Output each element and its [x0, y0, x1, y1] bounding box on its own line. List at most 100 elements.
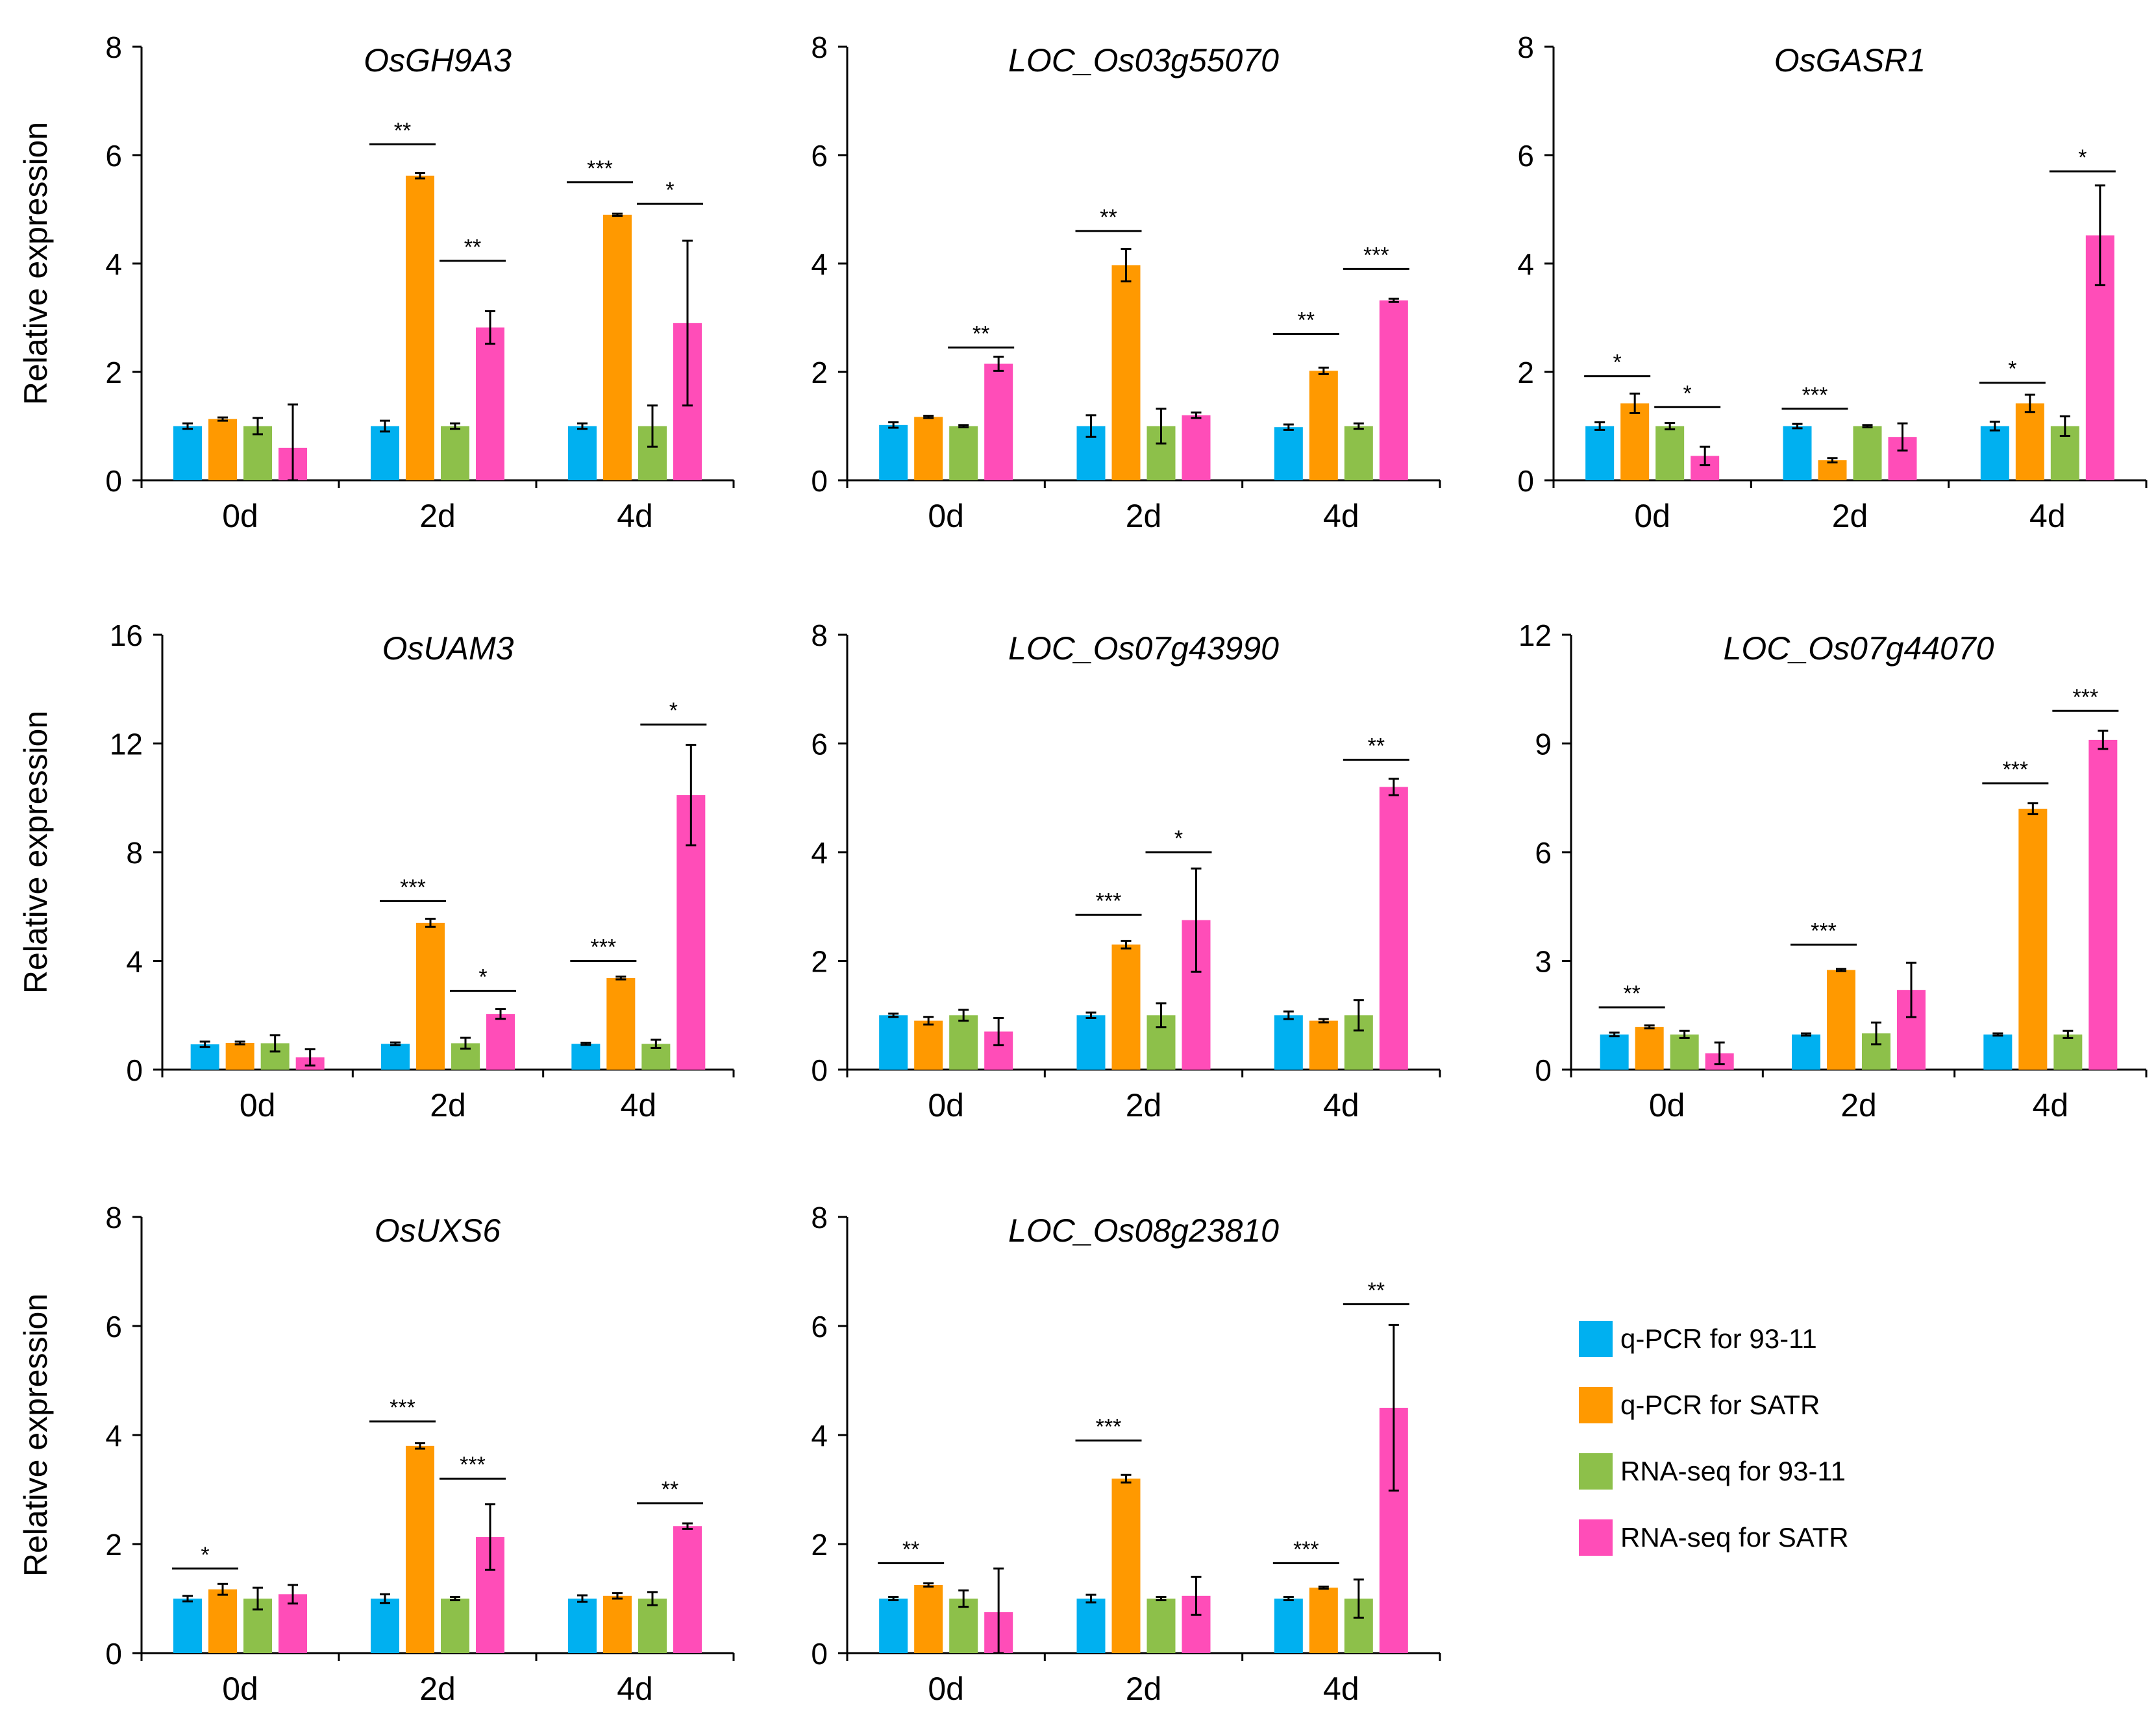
- significance-label: *: [1174, 826, 1183, 851]
- y-tick-label: 0: [126, 1053, 143, 1087]
- bar: [381, 1044, 410, 1070]
- bar: [606, 977, 636, 1070]
- significance-label: **: [1623, 981, 1640, 1006]
- y-axis-label: Relative expression: [18, 711, 54, 994]
- y-tick-label: 8: [811, 619, 828, 652]
- y-tick-label: 0: [811, 1637, 828, 1671]
- significance-label: ***: [587, 156, 613, 181]
- y-tick-label: 8: [105, 1201, 122, 1234]
- x-category-label: 2d: [1126, 1671, 1162, 1707]
- chart-title: OsGH9A3: [364, 42, 512, 79]
- bar: [949, 1015, 978, 1070]
- x-category-label: 2d: [430, 1087, 466, 1123]
- bar: [879, 1599, 908, 1653]
- bar: [568, 1599, 597, 1653]
- significance-label: **: [1100, 205, 1117, 230]
- x-category-label: 4d: [2033, 1087, 2069, 1123]
- x-category-label: 4d: [2029, 498, 2066, 534]
- bar: [1309, 371, 1338, 480]
- bar: [2015, 403, 2044, 480]
- chart-title: LOC_Os07g43990: [1008, 630, 1279, 667]
- significance-label: ***: [1811, 918, 1837, 943]
- y-tick-label: 8: [811, 1201, 828, 1234]
- legend-label: q-PCR for SATR: [1620, 1390, 1820, 1420]
- significance-label: ***: [390, 1395, 415, 1420]
- y-tick-label: 0: [811, 464, 828, 498]
- y-tick-label: 4: [105, 1419, 122, 1453]
- bar: [1818, 460, 1847, 480]
- x-category-label: 4d: [1323, 1087, 1359, 1123]
- x-category-label: 0d: [928, 1087, 964, 1123]
- x-category-label: 4d: [621, 1087, 657, 1123]
- significance-label: ***: [1096, 1414, 1122, 1439]
- y-tick-label: 6: [811, 139, 828, 173]
- bar: [1655, 426, 1685, 480]
- significance-label: *: [2078, 145, 2087, 170]
- bar: [914, 1020, 943, 1070]
- significance-label: *: [1683, 381, 1692, 406]
- y-tick-label: 4: [1517, 247, 1534, 281]
- bar: [1111, 1479, 1141, 1653]
- legend-swatch: [1579, 1387, 1613, 1423]
- bar: [1980, 426, 2009, 480]
- bar: [1620, 403, 1650, 480]
- y-tick-label: 4: [126, 945, 143, 979]
- y-tick-label: 12: [1518, 619, 1552, 652]
- significance-label: **: [1368, 1278, 1385, 1303]
- bar: [208, 419, 237, 480]
- bar: [2088, 739, 2118, 1070]
- y-tick-label: 9: [1535, 728, 1552, 761]
- significance-label: **: [1298, 308, 1315, 333]
- chart-title: LOC_Os03g55070: [1008, 42, 1279, 79]
- bar: [1344, 426, 1373, 480]
- x-category-label: 2d: [1126, 498, 1162, 534]
- x-category-label: 0d: [222, 1671, 258, 1707]
- y-tick-label: 3: [1535, 945, 1552, 979]
- legend-swatch: [1579, 1321, 1613, 1357]
- y-tick-label: 6: [811, 1310, 828, 1344]
- y-tick-label: 8: [126, 836, 143, 870]
- y-tick-label: 6: [1517, 139, 1534, 173]
- significance-label: **: [1368, 734, 1385, 759]
- significance-label: *: [201, 1543, 209, 1567]
- bar: [1182, 415, 1211, 480]
- bar: [1635, 1027, 1664, 1070]
- bar: [2053, 1034, 2083, 1070]
- bar: [1309, 1588, 1338, 1653]
- y-tick-label: 8: [1517, 31, 1534, 64]
- significance-label: ***: [2002, 757, 2028, 782]
- bar: [949, 426, 978, 480]
- bar: [441, 1599, 469, 1653]
- x-category-label: 0d: [928, 498, 964, 534]
- significance-label: ***: [590, 935, 616, 960]
- bar: [1853, 426, 1882, 480]
- y-tick-label: 4: [811, 836, 828, 870]
- y-tick-label: 4: [105, 247, 122, 281]
- bar: [571, 1044, 601, 1070]
- significance-label: ***: [2072, 685, 2098, 709]
- x-category-label: 4d: [617, 1671, 653, 1707]
- y-tick-label: 6: [105, 1310, 122, 1344]
- significance-label: **: [662, 1477, 678, 1502]
- y-tick-label: 2: [811, 1528, 828, 1562]
- bar: [1111, 944, 1141, 1070]
- bar: [225, 1042, 254, 1070]
- significance-label: *: [665, 178, 674, 203]
- y-axis-label: Relative expression: [18, 1294, 54, 1577]
- y-tick-label: 6: [811, 728, 828, 761]
- bar: [486, 1014, 515, 1070]
- bar: [1600, 1034, 1629, 1070]
- bar: [173, 1599, 202, 1653]
- x-category-label: 0d: [222, 498, 258, 534]
- x-category-label: 2d: [1126, 1087, 1162, 1123]
- bar: [1076, 1015, 1106, 1070]
- y-tick-label: 2: [105, 1528, 122, 1562]
- y-tick-label: 0: [1517, 464, 1534, 498]
- significance-label: **: [973, 321, 989, 346]
- y-tick-label: 2: [105, 356, 122, 389]
